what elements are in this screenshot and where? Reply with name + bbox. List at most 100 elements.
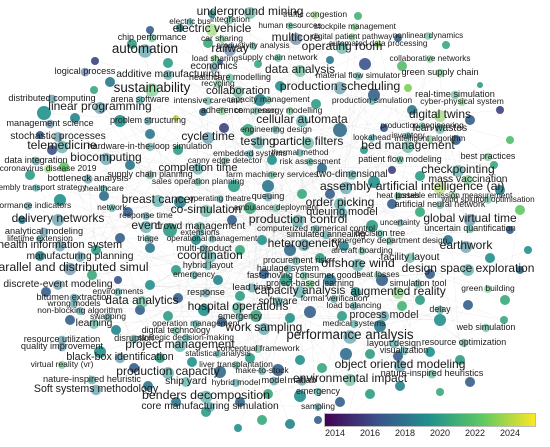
- keyword-label: management science: [6, 118, 93, 128]
- keyword-node: [404, 132, 412, 140]
- keyword-node: [146, 26, 154, 34]
- keyword-label: benders decomposition: [142, 388, 270, 402]
- link-line: [167, 73, 365, 151]
- keyword-node: [250, 310, 262, 322]
- keyword-node: [477, 82, 483, 88]
- keyword-label: conceptual framework: [216, 343, 300, 353]
- keyword-node: [192, 320, 200, 328]
- keyword-node: [465, 377, 475, 387]
- keyword-label: cycle time: [181, 129, 235, 143]
- keyword-node: [145, 129, 155, 139]
- keyword-node: [63, 262, 77, 276]
- keyword-label: supply chain planning: [107, 169, 192, 179]
- keyword-label: coronavirus disease 2019: [0, 163, 97, 173]
- link-line: [57, 283, 399, 293]
- keyword-label: response: [187, 287, 225, 297]
- link-line: [211, 237, 399, 357]
- link-line: [504, 209, 521, 301]
- keyword-node: [213, 275, 223, 285]
- keyword-node: [465, 115, 475, 125]
- link-line: [291, 109, 413, 231]
- keyword-label: operating room: [302, 39, 383, 53]
- keyword-node: [247, 283, 257, 293]
- keyword-label: lookahead: [353, 133, 391, 142]
- link-line: [221, 37, 257, 317]
- keyword-node: [335, 397, 345, 407]
- keyword-node: [458, 98, 466, 106]
- keyword-node: [311, 99, 321, 109]
- keyword-node: [235, 312, 245, 322]
- keyword-node: [252, 137, 264, 149]
- keyword-node: [254, 94, 266, 106]
- keyword-node: [455, 355, 465, 365]
- keyword-label: core manufacturing simulation: [141, 401, 279, 412]
- keyword-node: [268, 171, 276, 179]
- keyword-label: artificial intelligence (ai): [376, 179, 505, 193]
- link-line: [63, 166, 207, 413]
- keyword-node: [52, 214, 64, 226]
- link-line: [99, 322, 197, 353]
- keyword-node: [145, 243, 155, 253]
- keyword-label: assembly transport strategy: [0, 183, 87, 192]
- keyword-label: hospital operations: [188, 299, 289, 313]
- keyword-node: [105, 77, 115, 87]
- link-line: [149, 133, 226, 161]
- link-line: [267, 94, 375, 187]
- keyword-label: capacity analysis: [255, 283, 346, 297]
- keyword-label: health information system: [0, 239, 122, 251]
- link-line: [229, 46, 343, 50]
- keyword-node: [368, 97, 376, 105]
- keyword-node: [36, 235, 44, 243]
- keyword-node: [90, 384, 102, 396]
- keyword-label: design space exploration: [402, 261, 535, 275]
- keyword-label: web simulation: [456, 322, 516, 332]
- link-line: [141, 149, 179, 302]
- link-line: [273, 129, 341, 213]
- keyword-node: [463, 300, 473, 310]
- keyword-node: [506, 136, 514, 144]
- keyword-node: [296, 115, 308, 127]
- keyword-node: [462, 264, 474, 276]
- link-line: [259, 99, 275, 243]
- keyword-label: delivery networks: [12, 211, 105, 225]
- keyword-node: [111, 325, 121, 335]
- link-line: [439, 114, 459, 171]
- keyword-node: [415, 171, 425, 181]
- keyword-label: human resources: [258, 21, 321, 30]
- keyword-label: lead time: [233, 282, 272, 293]
- keyword-node: [152, 195, 164, 207]
- keyword-node: [435, 124, 445, 134]
- keyword-node: [100, 185, 108, 193]
- keyword-label: triage: [137, 233, 159, 243]
- link-line: [91, 218, 471, 276]
- keyword-node: [275, 81, 285, 91]
- keyword-label: thermal method: [272, 148, 329, 157]
- keyword-label: swapping: [90, 311, 126, 321]
- link-line: [237, 306, 275, 381]
- keyword-label: biocomputing: [70, 150, 141, 164]
- keyword-node: [451, 135, 461, 145]
- link-line: [79, 197, 221, 311]
- keyword-label: software: [259, 296, 298, 307]
- keyword-node: [214, 366, 226, 378]
- link-line: [275, 127, 385, 208]
- keyword-label: hybrid model: [212, 377, 261, 387]
- keyword-label: network: [97, 202, 128, 212]
- keyword-node: [252, 107, 260, 115]
- link-line: [249, 207, 347, 355]
- keyword-node: [181, 377, 191, 387]
- keyword-node: [114, 276, 122, 284]
- keyword-node: [94, 346, 106, 358]
- keyword-node: [186, 18, 194, 26]
- keyword-node: [187, 357, 197, 367]
- link-line: [255, 37, 297, 249]
- keyword-node: [339, 241, 349, 251]
- keyword-label: best practices: [461, 151, 516, 161]
- keyword-node: [336, 207, 348, 219]
- keyword-node: [204, 97, 212, 105]
- link-line: [249, 152, 401, 387]
- link-line: [255, 223, 319, 392]
- keyword-node: [435, 68, 445, 78]
- keyword-label: multi-product: [176, 243, 232, 254]
- keyword-node: [351, 287, 361, 297]
